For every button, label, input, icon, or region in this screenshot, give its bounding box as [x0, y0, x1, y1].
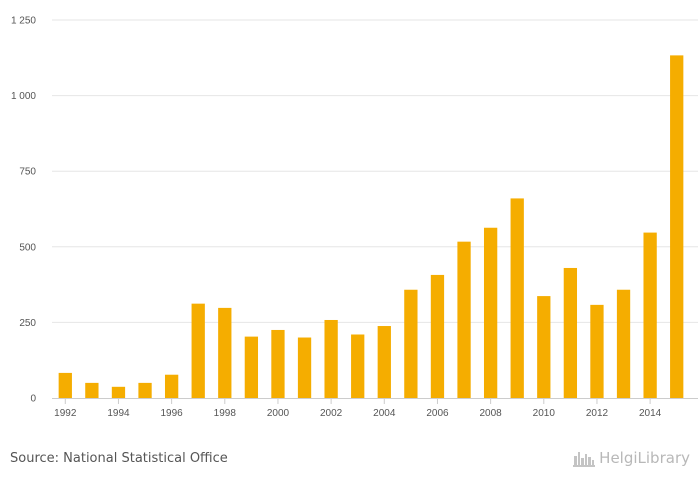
bar-2005[interactable] [404, 289, 418, 398]
bar-2001[interactable] [297, 337, 312, 398]
x-tick-label: 2004 [373, 408, 396, 419]
y-tick-label: 250 [19, 318, 36, 329]
bar-1997[interactable] [191, 303, 205, 398]
x-tick-label: 2012 [586, 408, 609, 419]
bar-2015[interactable] [670, 55, 684, 398]
x-tick-label: 1996 [161, 408, 184, 419]
y-tick-label: 1 250 [11, 16, 36, 27]
y-tick-label: 500 [19, 242, 36, 253]
bar-1993[interactable] [85, 382, 99, 398]
x-tick-label: 2006 [426, 408, 449, 419]
bar-2007[interactable] [457, 241, 471, 398]
x-tick-label: 1994 [107, 408, 130, 419]
x-tick-label: 2014 [639, 408, 662, 419]
bar-1996[interactable] [164, 374, 179, 398]
bar-2009[interactable] [510, 198, 524, 398]
bar-2006[interactable] [430, 274, 445, 398]
bar-2012[interactable] [590, 304, 604, 398]
y-axis-ticks: 0 250 500 750 1 000 1 250 [11, 16, 36, 405]
bar-2014[interactable] [643, 232, 657, 398]
x-axis-ticks: 1992 1994 1996 1998 2000 2002 2004 2006 2008 2010… [54, 399, 662, 419]
grid-lines [52, 19, 698, 323]
brand-name: HelgiLibrary [599, 449, 690, 467]
bar-1999[interactable] [244, 336, 259, 398]
bar-2013[interactable] [616, 289, 631, 398]
bar-1992[interactable] [58, 372, 72, 398]
bar-1994[interactable] [111, 386, 126, 398]
source-note: Source: National Statistical Office [10, 451, 228, 466]
x-tick-label: 2008 [480, 408, 503, 419]
bar-1998[interactable] [218, 307, 232, 398]
x-tick-label: 2010 [533, 408, 556, 419]
x-tick-label: 2002 [320, 408, 343, 419]
x-tick-label: 1998 [214, 408, 237, 419]
bar-2003[interactable] [351, 334, 365, 398]
x-tick-label: 2000 [267, 408, 290, 419]
y-tick-label: 750 [19, 167, 36, 178]
castle-icon [573, 452, 596, 467]
bar-2000[interactable] [271, 329, 285, 398]
bar-2008[interactable] [483, 227, 498, 398]
bar-2004[interactable] [377, 326, 391, 398]
y-tick-label: 1 000 [11, 91, 36, 102]
bar-2010[interactable] [537, 296, 551, 398]
y-tick-label: 0 [30, 394, 36, 405]
bar-2011[interactable] [563, 267, 578, 398]
brand-logo[interactable]: HelgiLibrary [573, 449, 690, 467]
bars [58, 55, 684, 398]
x-tick-label: 1992 [54, 408, 77, 419]
bar-1995[interactable] [138, 382, 152, 398]
bar-2002[interactable] [324, 319, 338, 398]
